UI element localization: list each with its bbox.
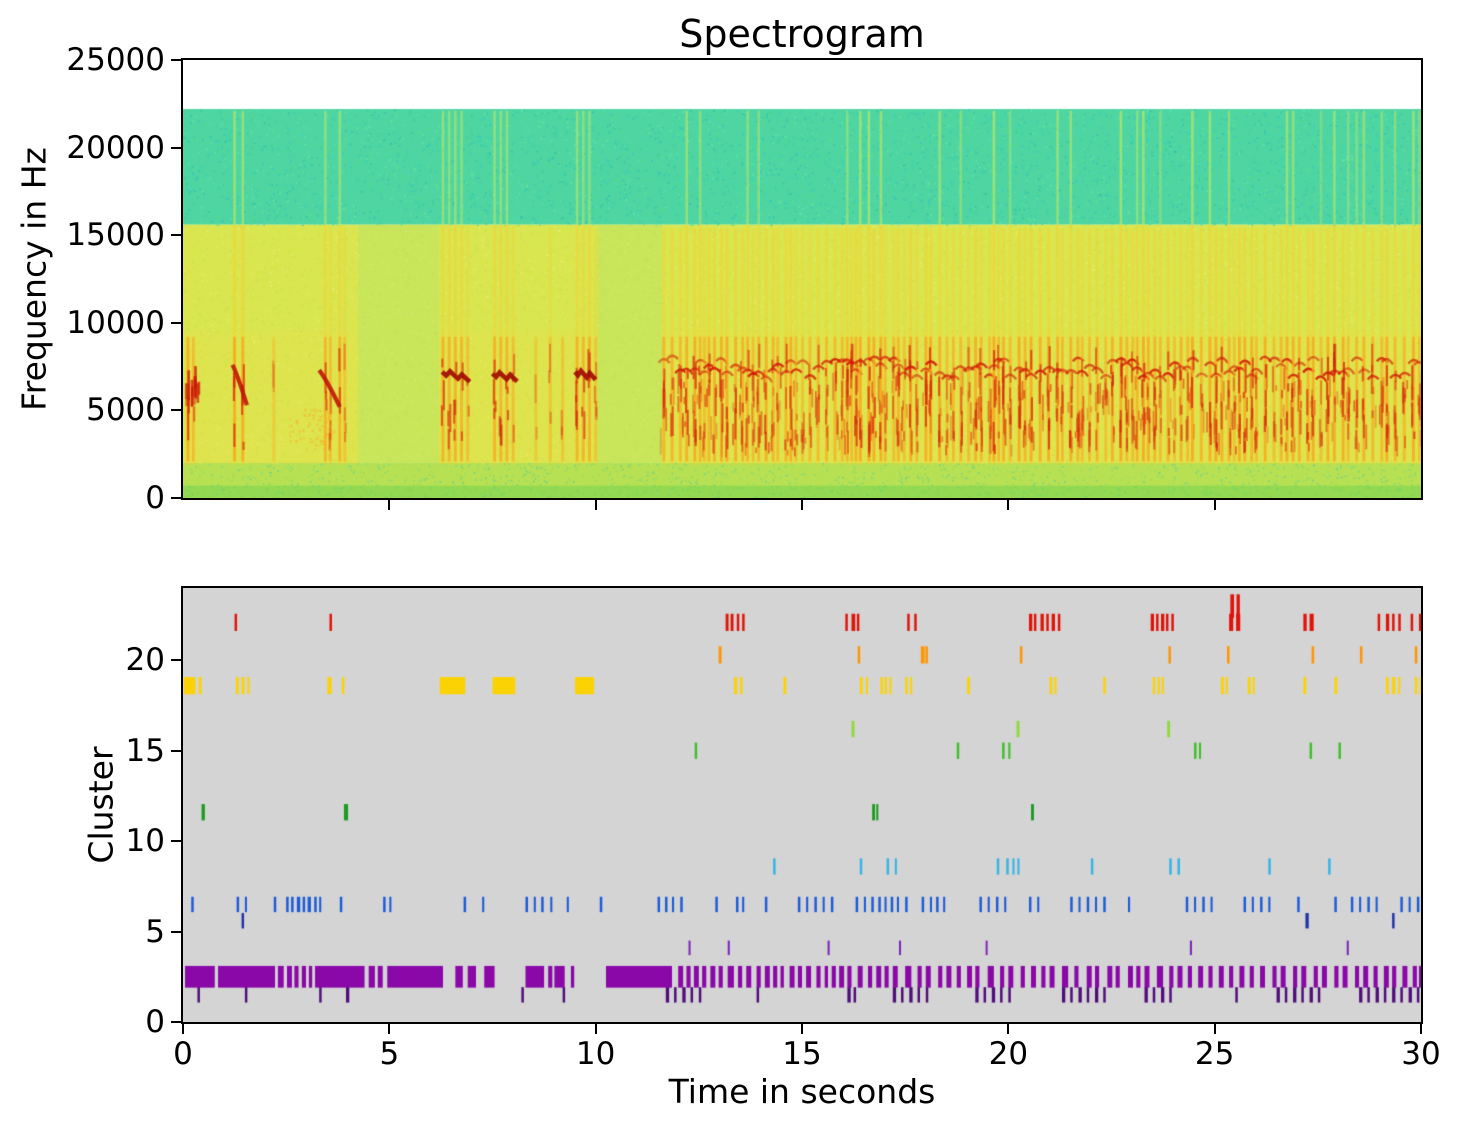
cluster-y-tick-label: 10 — [125, 823, 165, 860]
spectrogram-canvas — [183, 60, 1421, 498]
spectrogram-y-tick-label: 5000 — [86, 392, 165, 429]
spectrogram-x-tick — [1213, 500, 1216, 510]
cluster-y-tick-label: 20 — [125, 642, 165, 679]
cluster-x-tick-label: 30 — [1401, 1036, 1441, 1072]
spectrogram-x-tick — [594, 500, 597, 510]
spectrogram-y-tick-label: 15000 — [66, 217, 165, 254]
cluster-y-tick-label: 5 — [145, 913, 165, 950]
cluster-x-tick-label: 10 — [575, 1036, 616, 1072]
cluster-x-tick — [1213, 1024, 1216, 1034]
cluster-x-tick-label: 0 — [173, 1036, 193, 1072]
cluster-x-tick-label: 5 — [379, 1036, 400, 1072]
cluster-y-tick — [171, 840, 181, 843]
cluster-x-tick-label: 25 — [1194, 1036, 1235, 1072]
cluster-raster-canvas — [183, 588, 1421, 1022]
cluster-x-tick — [1007, 1024, 1010, 1034]
cluster-y-tick — [171, 1021, 181, 1023]
cluster-x-tick — [388, 1024, 391, 1034]
cluster-y-tick — [171, 749, 181, 752]
spectrogram-title: Spectrogram — [679, 12, 925, 56]
spectrogram-y-tick — [171, 234, 181, 237]
spectrogram-y-tick — [171, 409, 181, 412]
cluster-x-tick — [1420, 1024, 1422, 1034]
cluster-y-tick-label: 0 — [145, 1004, 165, 1040]
spectrogram-y-tick-label: 25000 — [66, 42, 165, 78]
cluster-x-tick-label: 15 — [782, 1036, 822, 1072]
cluster-y-tick — [171, 930, 181, 933]
cluster-x-tick — [182, 1024, 184, 1034]
x-axis-label: Time in seconds — [668, 1072, 936, 1111]
spectrogram-y-tick — [171, 497, 181, 499]
spectrogram-y-tick — [171, 146, 181, 149]
spectrogram-y-tick-label: 10000 — [66, 304, 165, 341]
cluster-y-tick — [171, 659, 181, 662]
spectrogram-x-tick — [801, 500, 803, 510]
spectrogram-x-tick — [1007, 500, 1010, 510]
spectrogram-y-axis-label: Frequency in Hz — [14, 147, 54, 411]
cluster-x-tick — [594, 1024, 597, 1034]
spectrogram-x-tick — [388, 500, 391, 510]
cluster-x-tick-label: 20 — [988, 1036, 1029, 1072]
spectrogram-y-tick — [171, 321, 181, 324]
spectrogram-y-tick — [171, 59, 181, 61]
spectrogram-y-tick-label: 0 — [145, 480, 165, 516]
cluster-y-tick-label: 15 — [125, 732, 165, 769]
cluster-x-tick — [801, 1024, 803, 1034]
spectrogram-y-tick-label: 20000 — [66, 129, 165, 166]
